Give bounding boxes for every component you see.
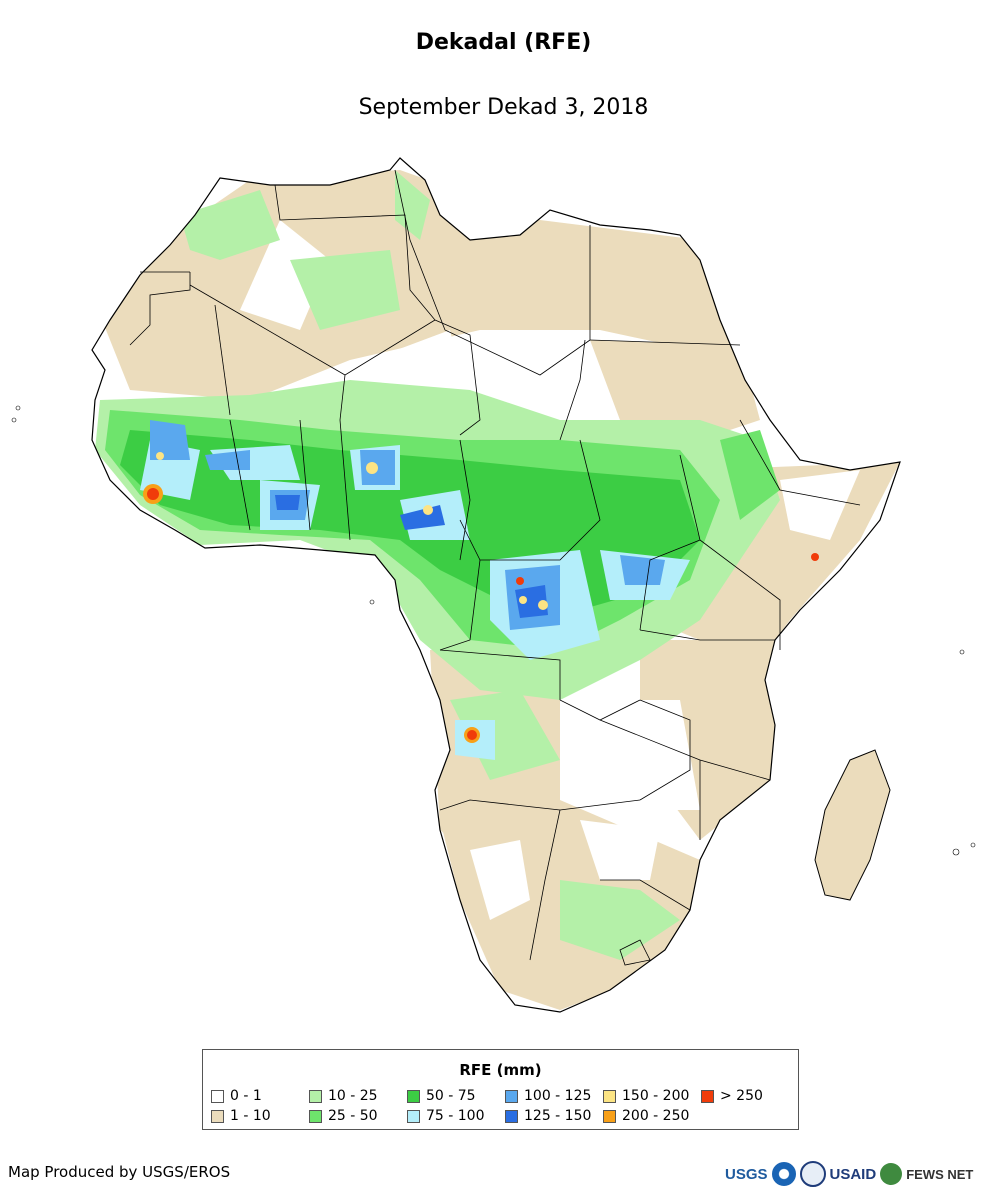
legend: RFE (mm) 0 - 1 1 - 10 10 - 25 25 - 50 50 - 7… — [202, 1049, 799, 1130]
legend-label: 200 - 250 — [622, 1108, 690, 1124]
legend-swatch — [211, 1109, 224, 1123]
legend-swatch — [211, 1089, 224, 1103]
legend-item: 1 - 10 — [211, 1108, 271, 1124]
legend-swatch — [603, 1089, 616, 1103]
legend-item: 10 - 25 — [309, 1088, 378, 1104]
islands — [11, 405, 976, 856]
legend-item: 75 - 100 — [407, 1108, 485, 1124]
usaid-seal-icon — [799, 1161, 826, 1187]
legend-item: > 250 — [701, 1088, 763, 1104]
legend-swatch — [309, 1089, 322, 1103]
legend-label: > 250 — [720, 1088, 763, 1104]
legend-label: 50 - 75 — [426, 1088, 476, 1104]
credit-text: Map Produced by USGS/EROS — [8, 1163, 231, 1181]
legend-swatch — [505, 1109, 518, 1123]
legend-item: 100 - 125 — [505, 1088, 591, 1104]
africa-rainfall-map — [11, 157, 976, 1013]
legend-swatch — [603, 1109, 616, 1123]
legend-title: RFE (mm) — [459, 1061, 542, 1079]
agency-logos: USGS USAID FEWS NET — [725, 1160, 973, 1188]
legend-item: 0 - 1 — [211, 1088, 262, 1104]
legend-label: 0 - 1 — [230, 1088, 262, 1104]
legend-label: 75 - 100 — [426, 1108, 485, 1124]
legend-item: 150 - 200 — [603, 1088, 689, 1104]
legend-label: 1 - 10 — [230, 1108, 271, 1124]
legend-swatch — [407, 1089, 420, 1103]
legend-label: 125 - 150 — [524, 1108, 592, 1124]
legend-swatch — [309, 1109, 322, 1123]
madagascar — [814, 749, 891, 901]
legend-item: 200 - 250 — [603, 1108, 689, 1124]
legend-label: 100 - 125 — [524, 1088, 592, 1104]
fews-net-globe-icon — [880, 1163, 903, 1185]
legend-item: 25 - 50 — [309, 1108, 378, 1124]
country-borders — [129, 169, 861, 966]
map-subtitle: September Dekad 3, 2018 — [358, 95, 649, 120]
legend-swatch — [407, 1109, 420, 1123]
usaid-logo: USAID — [829, 1165, 877, 1183]
legend-swatch — [701, 1089, 714, 1103]
legend-item: 125 - 150 — [505, 1108, 591, 1124]
fews-net-logo: FEWS NET — [906, 1166, 974, 1182]
legend-label: 10 - 25 — [328, 1088, 378, 1104]
map-title: Dekadal (RFE) — [415, 30, 592, 55]
usgs-logo: USGS — [725, 1165, 768, 1183]
rainfall-field — [92, 170, 900, 1010]
legend-label: 150 - 200 — [622, 1088, 690, 1104]
legend-label: 25 - 50 — [328, 1108, 378, 1124]
legend-item: 50 - 75 — [407, 1088, 476, 1104]
noaa-logo — [771, 1162, 796, 1186]
legend-swatch — [505, 1089, 518, 1103]
